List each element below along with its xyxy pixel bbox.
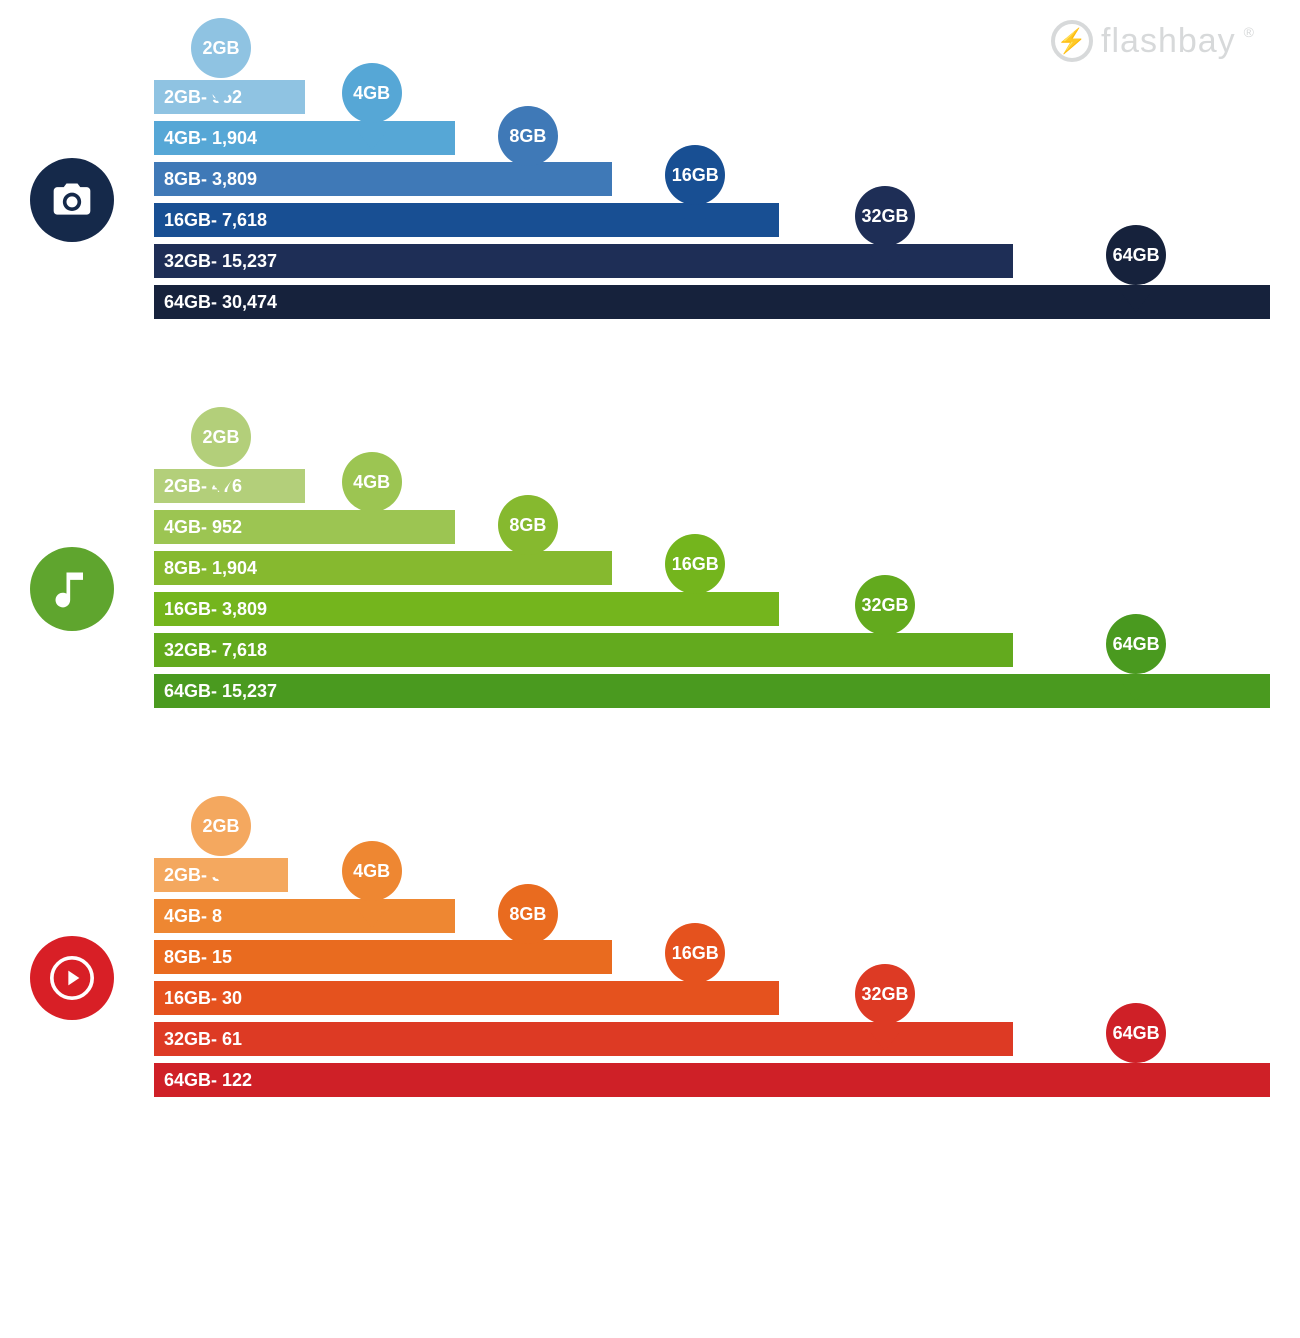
bars-photos: 2GB- 9522GB 4GB- 1,9044GB 8GB- 3,8098GB 16G… — [154, 80, 1270, 319]
bar-row: 16GB- 3016GB — [154, 981, 1270, 1015]
bar: 32GB- 7,618 — [154, 633, 1013, 667]
bar-label: 64GB- 30,474 — [164, 292, 277, 313]
bar: 2GB- 476 — [154, 469, 305, 503]
bar: 16GB- 30 — [154, 981, 779, 1015]
bar-label: 2GB- 952 — [164, 87, 242, 108]
bar-label: 8GB- 3,809 — [164, 169, 257, 190]
bar: 32GB- 15,237 — [154, 244, 1013, 278]
bar-row: 2GB- 4762GB — [154, 469, 1270, 503]
bar-row: 32GB- 7,61832GB — [154, 633, 1270, 667]
bar: 16GB- 3,809 — [154, 592, 779, 626]
bar-row: 32GB- 6132GB — [154, 1022, 1270, 1056]
bar-label: 4GB- 1,904 — [164, 128, 257, 149]
pin-label: 2GB — [191, 796, 251, 856]
camera-icon — [30, 158, 114, 242]
bar-row: 4GB- 1,9044GB — [154, 121, 1270, 155]
bar: 4GB- 8 — [154, 899, 455, 933]
bar: 8GB- 3,809 — [154, 162, 612, 196]
bar-label: 64GB- 122 — [164, 1070, 252, 1091]
pin-label: 2GB — [191, 18, 251, 78]
bar: 64GB- 30,474 — [154, 285, 1270, 319]
bar-row: 64GB- 15,23764GB — [154, 674, 1270, 708]
bar: 8GB- 1,904 — [154, 551, 612, 585]
bar: 16GB- 7,618 — [154, 203, 779, 237]
bar-label: 4GB- 952 — [164, 517, 242, 538]
brand-logo-registered: ® — [1244, 24, 1255, 40]
bar-label: 4GB- 8 — [164, 906, 222, 927]
bar-row: 16GB- 3,80916GB — [154, 592, 1270, 626]
section-music: 2GB- 4762GB 4GB- 9524GB 8GB- 1,9048GB 16GB-… — [30, 469, 1270, 708]
brand-logo: ⚡ flashbay ® — [1051, 20, 1255, 62]
bar-label: 16GB- 3,809 — [164, 599, 267, 620]
bar-label: 16GB- 30 — [164, 988, 242, 1009]
bar-row: 16GB- 7,61816GB — [154, 203, 1270, 237]
bars-music: 2GB- 4762GB 4GB- 9524GB 8GB- 1,9048GB 16GB-… — [154, 469, 1270, 708]
bar-label: 64GB- 15,237 — [164, 681, 277, 702]
bar: 8GB- 15 — [154, 940, 612, 974]
bar-row: 8GB- 1,9048GB — [154, 551, 1270, 585]
bar-row: 2GB- 9522GB — [154, 80, 1270, 114]
bar-row: 8GB- 3,8098GB — [154, 162, 1270, 196]
bar-label: 32GB- 61 — [164, 1029, 242, 1050]
bar-label: 8GB- 1,904 — [164, 558, 257, 579]
bar-row: 2GB- 32GB — [154, 858, 1270, 892]
bar-label: 2GB- 3 — [164, 865, 222, 886]
bar-row: 8GB- 158GB — [154, 940, 1270, 974]
bar-row: 4GB- 84GB — [154, 899, 1270, 933]
bar: 4GB- 952 — [154, 510, 455, 544]
bar: 64GB- 15,237 — [154, 674, 1270, 708]
section-video: 2GB- 32GB 4GB- 84GB 8GB- 158GB 16GB- 3016GB… — [30, 858, 1270, 1097]
bar-label: 8GB- 15 — [164, 947, 232, 968]
bar: 64GB- 122 — [154, 1063, 1270, 1097]
bars-video: 2GB- 32GB 4GB- 84GB 8GB- 158GB 16GB- 3016GB… — [154, 858, 1270, 1097]
bar-label: 16GB- 7,618 — [164, 210, 267, 231]
music-icon — [30, 547, 114, 631]
bar-row: 4GB- 9524GB — [154, 510, 1270, 544]
bar-label: 32GB- 7,618 — [164, 640, 267, 661]
brand-logo-icon: ⚡ — [1051, 20, 1093, 62]
bar-row: 64GB- 12264GB — [154, 1063, 1270, 1097]
bar: 32GB- 61 — [154, 1022, 1013, 1056]
bar-row: 64GB- 30,47464GB — [154, 285, 1270, 319]
brand-logo-text: flashbay — [1101, 22, 1236, 61]
bar: 4GB- 1,904 — [154, 121, 455, 155]
bar-label: 32GB- 15,237 — [164, 251, 277, 272]
bar: 2GB- 952 — [154, 80, 305, 114]
bar-label: 2GB- 476 — [164, 476, 242, 497]
pin-label: 2GB — [191, 407, 251, 467]
play-icon — [30, 936, 114, 1020]
bar-row: 32GB- 15,23732GB — [154, 244, 1270, 278]
bar: 2GB- 3 — [154, 858, 288, 892]
section-photos: 2GB- 9522GB 4GB- 1,9044GB 8GB- 3,8098GB 16G… — [30, 80, 1270, 319]
